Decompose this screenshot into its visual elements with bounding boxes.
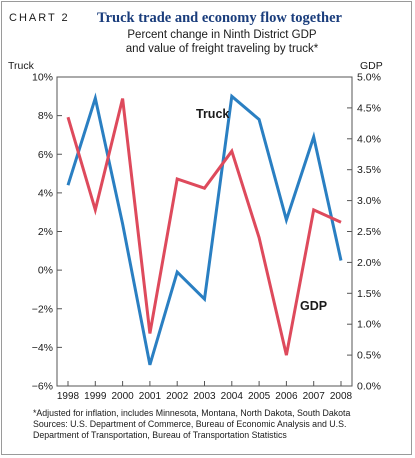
left-tick-label: 6%: [38, 149, 53, 161]
x-tick-label: 2007: [303, 391, 326, 402]
x-tick-label: 2004: [221, 391, 244, 402]
truck-annotation: Truck: [196, 107, 229, 121]
right-tick-label: 0.5%: [357, 350, 381, 362]
left-tick-label: −2%: [32, 303, 53, 315]
right-tick-label: 1.0%: [357, 319, 381, 331]
x-tick-label: 2008: [330, 391, 353, 402]
gdp-series-line: [66, 98, 342, 356]
left-axis-ticks: 10% 8% 6% 4% 2% 0% −2% −4% −6%: [32, 72, 62, 393]
chart-subtitle: Percent change in Ninth District GDP and…: [77, 28, 367, 56]
x-tick-label: 2006: [275, 391, 298, 402]
chart-footer: *Adjusted for inflation, includes Minnes…: [10, 408, 408, 441]
left-tick-label: 0%: [38, 265, 53, 277]
sources-line-1: Sources: U.S. Department of Commerce, Bu…: [33, 419, 347, 429]
left-tick-label: 10%: [32, 72, 53, 84]
chart-header: CHART 2 Truck trade and economy flow tog…: [2, 2, 413, 62]
right-tick-label: 2.5%: [357, 226, 381, 238]
x-tick-label: 2003: [193, 391, 216, 402]
right-axis-label: GDP: [360, 60, 383, 72]
left-tick-label: 4%: [38, 187, 53, 199]
right-tick-label: 5.0%: [357, 72, 381, 84]
sources-line-2: Department of Transportation, Bureau of …: [33, 430, 287, 440]
left-tick-label: −6%: [32, 381, 53, 393]
footnote: *Adjusted for inflation, includes Minnes…: [33, 408, 351, 418]
right-tick-label: 0.0%: [357, 381, 381, 393]
series-lines: [66, 92, 343, 366]
left-tick-label: 8%: [38, 110, 53, 122]
right-tick-label: 4.0%: [357, 133, 381, 145]
subtitle-line-1: Percent change in Ninth District GDP: [127, 29, 317, 41]
left-axis-label: Truck: [8, 60, 35, 72]
left-tick-label: −4%: [32, 342, 53, 354]
right-tick-label: 3.0%: [357, 195, 381, 207]
x-tick-label: 2002: [166, 391, 189, 402]
x-tick-label: 2001: [139, 391, 162, 402]
left-tick-label: 2%: [38, 226, 53, 238]
subtitle-line-2: and value of freight traveling by truck*: [125, 43, 319, 55]
gdp-annotation: GDP: [300, 299, 327, 313]
truck-series-line: [66, 92, 343, 366]
x-tick-label: 2005: [248, 391, 271, 402]
x-tick-label: 2000: [111, 391, 134, 402]
right-tick-label: 4.5%: [357, 102, 381, 114]
x-tick-label: 1999: [84, 391, 107, 402]
right-tick-label: 3.5%: [357, 164, 381, 176]
right-tick-label: 2.0%: [357, 257, 381, 269]
chart-title: Truck trade and economy flow together: [97, 10, 342, 26]
x-axis-ticks: 1998 1999 2000 2001 2002 2003 2004 2005 2006 2007…: [57, 381, 353, 402]
right-tick-label: 1.5%: [357, 288, 381, 300]
series-annotations: Truck GDP: [196, 107, 327, 313]
right-axis-ticks: 5.0% 4.5% 4.0% 3.5% 3.0% 2.5% 2.0% 1.5% 1.0% 0.5%…: [347, 72, 381, 393]
x-tick-label: 1998: [57, 391, 80, 402]
chart-number-label: CHART 2: [9, 12, 70, 24]
